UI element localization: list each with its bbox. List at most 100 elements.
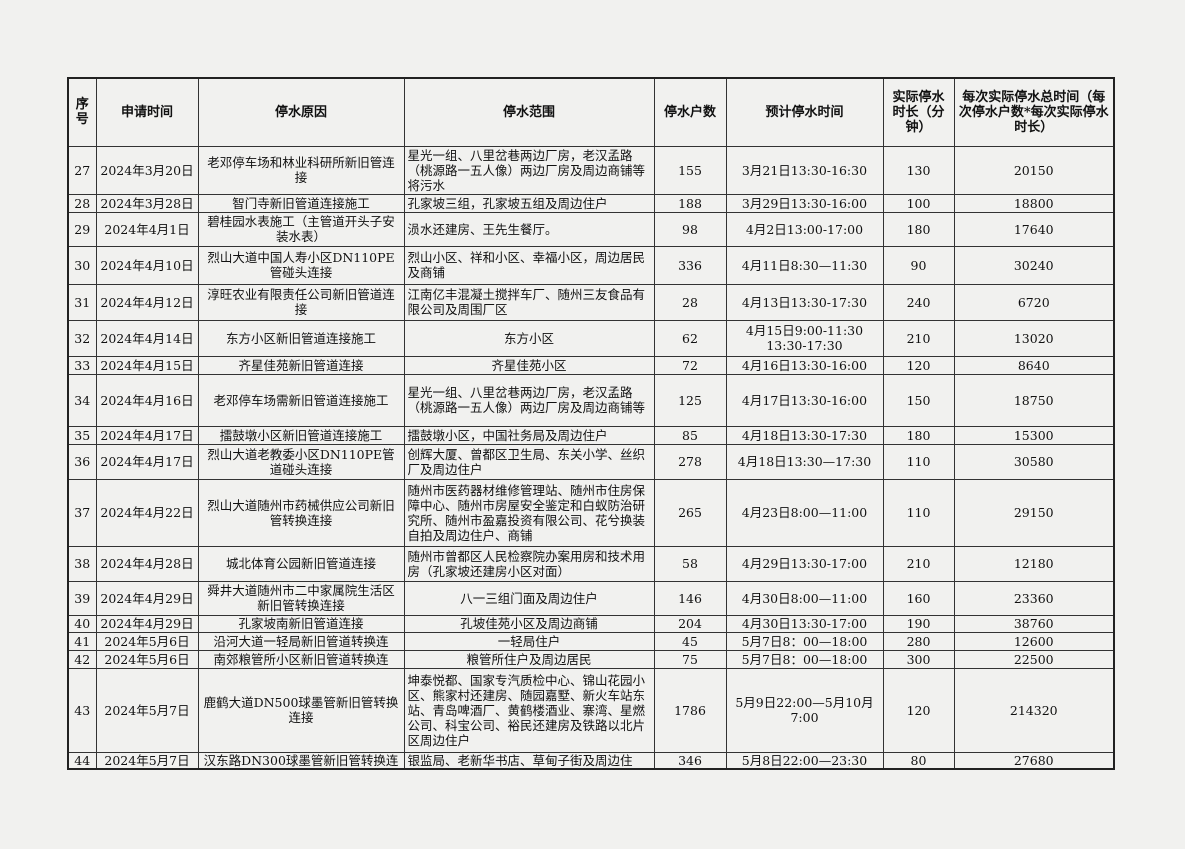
apply-date-cell: 2024年5月7日	[95, 751, 199, 770]
reason-cell: 擂鼓墩小区新旧管道连接施工	[197, 425, 405, 445]
total-time-cell: 13020	[953, 319, 1115, 357]
total-time-cell: 18750	[953, 373, 1115, 427]
apply-date-cell: 2024年5月6日	[95, 649, 199, 669]
reason-cell: 舜井大道随州市二中家属院生活区新旧管转换连接	[197, 580, 405, 616]
row-number-cell: 39	[67, 580, 97, 616]
planned-time-cell: 4月30日8:00—11:00	[725, 580, 884, 616]
total-time-cell: 20150	[953, 145, 1115, 195]
scope-cell: 粮管所住户及周边居民	[403, 649, 655, 669]
planned-time-cell: 3月29日13:30-16:00	[725, 193, 884, 213]
apply-date-cell: 2024年5月6日	[95, 631, 199, 651]
duration-cell: 120	[882, 667, 955, 753]
duration-cell: 210	[882, 319, 955, 357]
reason-cell: 城北体育公园新旧管道连接	[197, 545, 405, 582]
row-number-cell: 30	[67, 245, 97, 285]
header-cell: 申请时间	[95, 77, 199, 147]
scope-cell: 烈山小区、祥和小区、幸福小区，周边居民及商铺	[403, 245, 655, 285]
households-cell: 58	[653, 545, 727, 582]
row-number-cell: 43	[67, 667, 97, 753]
row-number-cell: 42	[67, 649, 97, 669]
planned-time-cell: 5月7日8：00—18:00	[725, 631, 884, 651]
apply-date-cell: 2024年4月28日	[95, 545, 199, 582]
apply-date-cell: 2024年4月29日	[95, 580, 199, 616]
scope-cell: 星光一组、八里岔巷两边厂房，老汉孟路（桃源路一五人像）两边厂房及周边商铺等将污水	[403, 145, 655, 195]
planned-time-cell: 4月2日13:00-17:00	[725, 211, 884, 247]
duration-cell: 180	[882, 425, 955, 445]
apply-date-cell: 2024年4月10日	[95, 245, 199, 285]
table-row: 44 2024年5月7日 汉东路DN300球墨管新旧管转换连 银监局、老新华书店、草甸…	[67, 751, 1115, 770]
table-row: 37 2024年4月22日 烈山大道随州市药械供应公司新旧管转换连接 随州市医药器材维…	[67, 478, 1115, 547]
reason-cell: 南郊粮管所小区新旧管道转换连	[197, 649, 405, 669]
planned-time-cell: 4月16日13:30-16:00	[725, 355, 884, 375]
table-row: 31 2024年4月12日 淳旺农业有限责任公司新旧管道连接 江南亿丰混凝土搅拌车厂、…	[67, 283, 1115, 321]
row-number-cell: 31	[67, 283, 97, 321]
apply-date-cell: 2024年4月29日	[95, 614, 199, 633]
scope-cell: 齐星佳苑小区	[403, 355, 655, 375]
apply-date-cell: 2024年4月22日	[95, 478, 199, 547]
scope-cell: 孔坡佳苑小区及周边商铺	[403, 614, 655, 633]
planned-time-cell: 4月15日9:00-11:30 13:30-17:30	[725, 319, 884, 357]
apply-date-cell: 2024年4月14日	[95, 319, 199, 357]
duration-cell: 150	[882, 373, 955, 427]
planned-time-cell: 4月18日13:30-17:30	[725, 425, 884, 445]
households-cell: 204	[653, 614, 727, 633]
header-cell: 预计停水时间	[725, 77, 884, 147]
total-time-cell: 23360	[953, 580, 1115, 616]
duration-cell: 300	[882, 649, 955, 669]
table-row: 39 2024年4月29日 舜井大道随州市二中家属院生活区新旧管转换连接 八一三组门面…	[67, 580, 1115, 616]
row-number-cell: 38	[67, 545, 97, 582]
table-row: 30 2024年4月10日 烈山大道中国人寿小区DN110PE管碰头连接 烈山小区、祥…	[67, 245, 1115, 285]
table-row: 27 2024年3月20日 老邓停车场和林业科研所新旧管连接 星光一组、八里岔巷两边厂…	[67, 145, 1115, 195]
scope-cell: 涢水还建房、王先生餐厅。	[403, 211, 655, 247]
planned-time-cell: 4月29日13:30-17:00	[725, 545, 884, 582]
reason-cell: 烈山大道中国人寿小区DN110PE管碰头连接	[197, 245, 405, 285]
apply-date-cell: 2024年4月17日	[95, 425, 199, 445]
table-row: 38 2024年4月28日 城北体育公园新旧管道连接 随州市曾都区人民检察院办案用房和…	[67, 545, 1115, 582]
scope-cell: 星光一组、八里岔巷两边厂房，老汉孟路（桃源路一五人像）两边厂房及周边商铺等	[403, 373, 655, 427]
total-time-cell: 18800	[953, 193, 1115, 213]
duration-cell: 100	[882, 193, 955, 213]
duration-cell: 80	[882, 751, 955, 770]
header-cell: 实际停水时长（分钟）	[882, 77, 955, 147]
households-cell: 72	[653, 355, 727, 375]
households-cell: 346	[653, 751, 727, 770]
reason-cell: 智门寺新旧管道连接施工	[197, 193, 405, 213]
total-time-cell: 30240	[953, 245, 1115, 285]
duration-cell: 190	[882, 614, 955, 633]
households-cell: 28	[653, 283, 727, 321]
apply-date-cell: 2024年4月15日	[95, 355, 199, 375]
row-number-cell: 33	[67, 355, 97, 375]
duration-cell: 90	[882, 245, 955, 285]
households-cell: 98	[653, 211, 727, 247]
duration-cell: 110	[882, 478, 955, 547]
row-number-cell: 36	[67, 443, 97, 480]
scope-cell: 创辉大厦、曾都区卫生局、东关小学、丝织厂及周边住户	[403, 443, 655, 480]
planned-time-cell: 4月23日8:00—11:00	[725, 478, 884, 547]
apply-date-cell: 2024年4月1日	[95, 211, 199, 247]
planned-time-cell: 4月17日13:30-16:00	[725, 373, 884, 427]
scope-cell: 随州市医药器材维修管理站、随州市住房保障中心、随州市房屋安全鉴定和白蚁防治研究所…	[403, 478, 655, 547]
reason-cell: 齐星佳苑新旧管道连接	[197, 355, 405, 375]
reason-cell: 孔家坡南新旧管道连接	[197, 614, 405, 633]
header-cell: 每次实际停水总时间（每次停水户数*每次实际停水时长）	[953, 77, 1115, 147]
households-cell: 336	[653, 245, 727, 285]
households-cell: 1786	[653, 667, 727, 753]
apply-date-cell: 2024年4月16日	[95, 373, 199, 427]
total-time-cell: 27680	[953, 751, 1115, 770]
households-cell: 45	[653, 631, 727, 651]
total-time-cell: 15300	[953, 425, 1115, 445]
table-row: 36 2024年4月17日 烈山大道老教委小区DN110PE管道碰头连接 创辉大厦、曾…	[67, 443, 1115, 480]
planned-time-cell: 4月13日13:30-17:30	[725, 283, 884, 321]
table-row: 41 2024年5月6日 沿河大道一轻局新旧管道转换连 一轻局住户 45 5月7日8：00…	[67, 631, 1115, 651]
total-time-cell: 22500	[953, 649, 1115, 669]
planned-time-cell: 3月21日13:30-16:30	[725, 145, 884, 195]
households-cell: 75	[653, 649, 727, 669]
duration-cell: 110	[882, 443, 955, 480]
duration-cell: 180	[882, 211, 955, 247]
header-cell: 停水原因	[197, 77, 405, 147]
reason-cell: 淳旺农业有限责任公司新旧管道连接	[197, 283, 405, 321]
header-row: 序号 申请时间 停水原因 停水范围 停水户数 预计停水时间 实际停水时长（分钟） 每次实际停水…	[67, 77, 1115, 147]
table-row: 40 2024年4月29日 孔家坡南新旧管道连接 孔坡佳苑小区及周边商铺 204 4月30…	[67, 614, 1115, 633]
planned-time-cell: 4月18日13:30—17:30	[725, 443, 884, 480]
